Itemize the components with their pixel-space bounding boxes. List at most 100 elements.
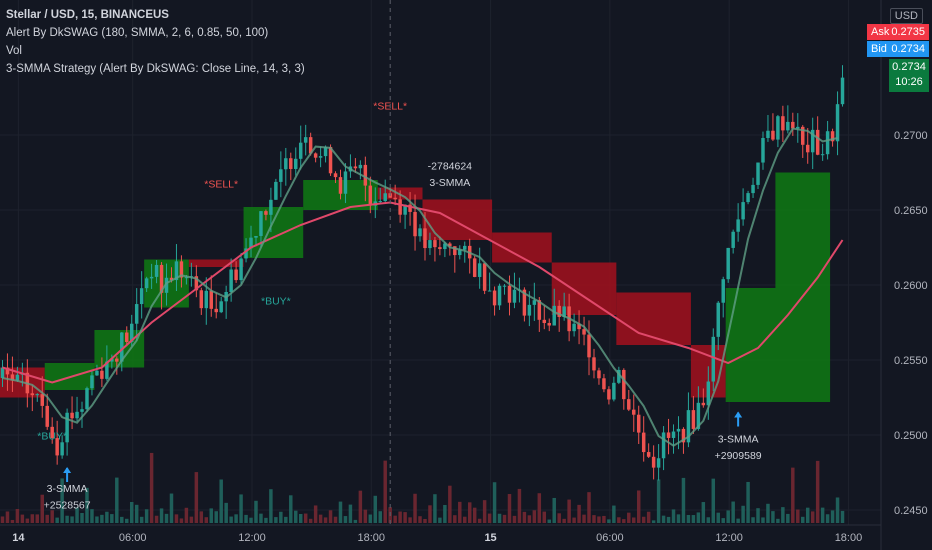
candle[interactable] (403, 204, 407, 229)
candle[interactable] (303, 124, 308, 156)
candle[interactable] (731, 229, 735, 254)
candle[interactable] (343, 163, 348, 204)
candle[interactable] (194, 265, 199, 298)
candle[interactable] (696, 386, 701, 431)
candle[interactable] (298, 125, 303, 170)
candle[interactable] (572, 313, 576, 337)
candle[interactable] (65, 408, 69, 456)
candle[interactable] (706, 366, 711, 420)
candle[interactable] (512, 272, 517, 309)
candle[interactable] (30, 385, 35, 412)
candle[interactable] (179, 255, 184, 288)
candle[interactable] (110, 354, 114, 369)
candle[interactable] (15, 366, 20, 382)
candle[interactable] (741, 188, 745, 226)
candle[interactable] (249, 225, 253, 258)
candle[interactable] (547, 318, 551, 332)
candle[interactable] (219, 296, 223, 314)
candle[interactable] (492, 286, 497, 316)
candle[interactable] (139, 271, 144, 319)
candle[interactable] (781, 105, 785, 142)
candle[interactable] (358, 160, 363, 180)
candle[interactable] (646, 443, 651, 459)
candle[interactable] (726, 247, 730, 283)
candle[interactable] (502, 284, 507, 295)
candle[interactable] (274, 178, 278, 200)
candle[interactable] (810, 117, 815, 170)
candle[interactable] (656, 444, 661, 481)
candle[interactable] (796, 113, 800, 143)
candle[interactable] (632, 394, 636, 432)
candle[interactable] (641, 416, 646, 462)
candle[interactable] (592, 348, 596, 379)
candle[interactable] (10, 356, 15, 392)
candle[interactable] (622, 368, 626, 410)
candle[interactable] (279, 151, 283, 198)
candle[interactable] (453, 246, 457, 273)
candle[interactable] (50, 417, 54, 444)
candle[interactable] (393, 184, 397, 206)
candle[interactable] (766, 115, 770, 142)
candle[interactable] (85, 386, 89, 413)
candle[interactable] (328, 144, 333, 176)
candle[interactable] (378, 187, 382, 204)
candle[interactable] (756, 162, 760, 190)
candle[interactable] (487, 272, 492, 292)
candle[interactable] (60, 435, 64, 459)
candle[interactable] (368, 176, 373, 214)
candle[interactable] (711, 328, 716, 392)
candle[interactable] (308, 132, 313, 156)
indicator-3smma-strategy[interactable]: 3-SMMA Strategy (Alert By DkSWAG: Close … (6, 63, 305, 75)
candle[interactable] (40, 376, 44, 418)
candle[interactable] (602, 373, 606, 393)
candle[interactable] (408, 192, 412, 226)
candle[interactable] (209, 275, 213, 317)
candle[interactable] (443, 241, 447, 258)
candle[interactable] (423, 212, 427, 261)
time-axis[interactable]: 14 06:00 12:00 18:00 15 06:00 12:00 18:00 (0, 524, 881, 544)
candlesticks[interactable] (0, 65, 845, 481)
candle[interactable] (413, 194, 417, 251)
candle[interactable] (497, 283, 502, 310)
candle[interactable] (259, 211, 263, 248)
candle[interactable] (75, 396, 79, 422)
candle[interactable] (174, 244, 179, 292)
candle[interactable] (587, 320, 591, 376)
candle[interactable] (55, 420, 59, 465)
candle[interactable] (612, 376, 616, 402)
candle[interactable] (199, 287, 204, 315)
candle[interactable] (398, 190, 402, 223)
candle[interactable] (120, 331, 124, 372)
candle[interactable] (716, 301, 720, 351)
currency-button[interactable]: USD (889, 8, 923, 24)
candle[interactable] (5, 353, 10, 391)
candle[interactable] (134, 288, 139, 341)
candle[interactable] (666, 418, 671, 455)
price-axis[interactable]: 0.2700 0.2650 0.2600 0.2550 0.2500 0.2450 (880, 0, 928, 550)
candle[interactable] (363, 156, 368, 202)
candle[interactable] (661, 426, 666, 471)
candle[interactable] (154, 259, 159, 284)
candle[interactable] (448, 241, 452, 256)
candle[interactable] (438, 236, 442, 256)
candle[interactable] (313, 152, 318, 163)
candle[interactable] (736, 203, 740, 242)
candle[interactable] (125, 326, 129, 347)
candle[interactable] (463, 241, 467, 263)
candle[interactable] (532, 282, 537, 321)
candle[interactable] (284, 147, 288, 186)
candle[interactable] (830, 128, 835, 147)
candle[interactable] (234, 261, 238, 283)
candle[interactable] (428, 232, 432, 255)
candle[interactable] (507, 275, 512, 316)
candle[interactable] (149, 263, 154, 289)
symbol-title[interactable]: Stellar / USD, 15, BINANCEUS (6, 9, 169, 21)
candle[interactable] (815, 116, 820, 156)
candle[interactable] (458, 245, 462, 260)
indicator-alert-dkswag[interactable]: Alert By DkSWAG (180, SMMA, 2, 6, 0.85, … (6, 27, 269, 39)
candle[interactable] (627, 389, 631, 412)
candle[interactable] (721, 276, 725, 318)
candle[interactable] (264, 209, 268, 221)
candle[interactable] (636, 405, 641, 444)
